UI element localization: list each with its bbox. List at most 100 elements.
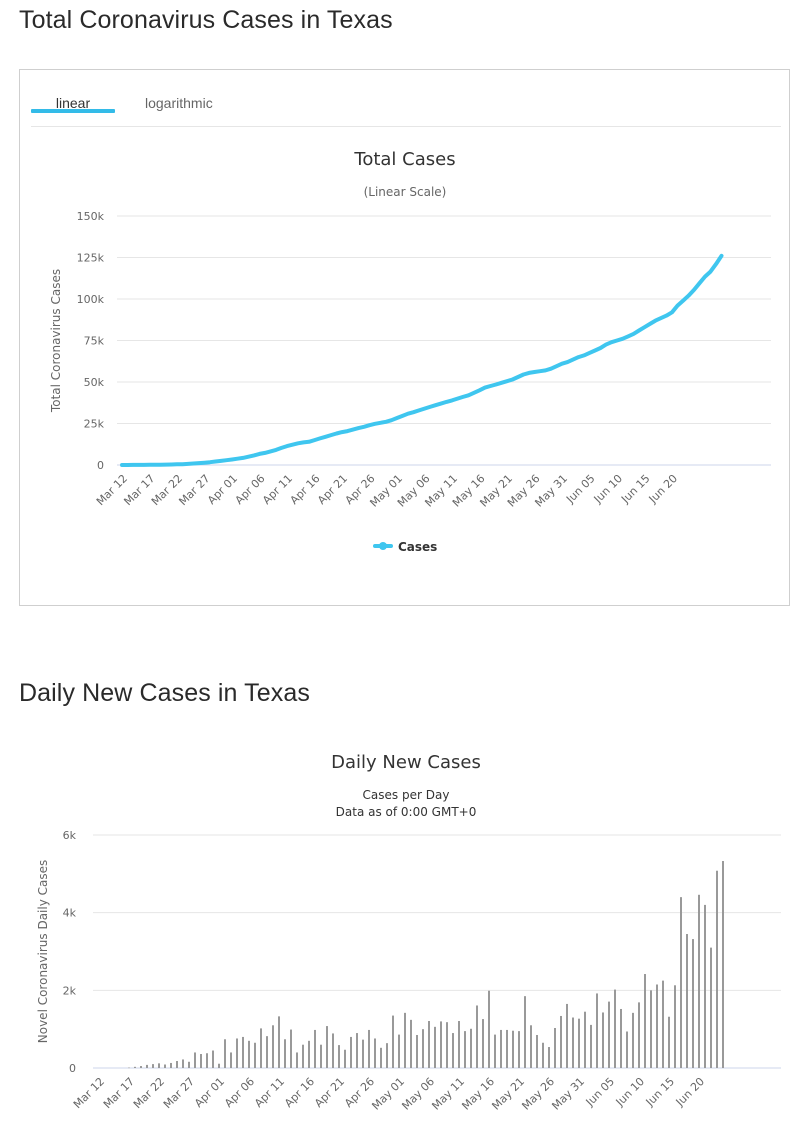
bar <box>272 1025 274 1068</box>
bar <box>614 989 616 1068</box>
bar <box>260 1028 262 1068</box>
bar <box>266 1036 268 1068</box>
bar <box>128 1067 130 1069</box>
y-tick-label: 0 <box>69 1062 76 1075</box>
bar <box>386 1043 388 1068</box>
bar <box>140 1066 142 1068</box>
x-tick-label: Jun 20 <box>673 1075 707 1109</box>
y-tick-label: 2k <box>63 984 77 997</box>
x-tick-label: Mar 17 <box>101 1075 137 1111</box>
x-tick-label: Apr 01 <box>192 1075 227 1110</box>
bar <box>632 1012 634 1068</box>
bar <box>584 1011 586 1068</box>
y-tick-label: 125k <box>77 252 105 265</box>
bar <box>668 1016 670 1068</box>
bar <box>548 1047 550 1068</box>
bar <box>212 1050 214 1068</box>
bar <box>722 861 724 1068</box>
bar <box>146 1064 148 1068</box>
y-tick-label: 50k <box>84 376 105 389</box>
x-tick-label: Mar 12 <box>71 1075 107 1111</box>
y-tick-label: 25k <box>84 418 105 431</box>
bar <box>404 1012 406 1068</box>
x-tick-label: Apr 16 <box>288 472 323 507</box>
tab-active-indicator <box>31 109 115 113</box>
total-cases-panel: linear logarithmic Total Cases (Linear Sc… <box>19 69 790 606</box>
bar <box>290 1029 292 1068</box>
y-tick-label: 0 <box>97 459 104 472</box>
bar <box>524 996 526 1068</box>
bar <box>182 1059 184 1068</box>
chart-subtitle-2: Data as of 0:00 GMT+0 <box>336 805 477 819</box>
bar <box>134 1066 136 1068</box>
bar <box>566 1003 568 1068</box>
bar <box>392 1015 394 1068</box>
bar <box>578 1018 580 1068</box>
bar <box>236 1038 238 1068</box>
bar <box>494 1034 496 1068</box>
bar <box>572 1017 574 1068</box>
legend-marker <box>379 542 387 550</box>
bar <box>380 1047 382 1068</box>
bar <box>428 1021 430 1068</box>
chart-subtitle: Cases per Day <box>363 788 450 802</box>
x-tick-label: Jun 10 <box>613 1075 647 1109</box>
bar <box>434 1026 436 1068</box>
bar <box>356 1033 358 1068</box>
bar <box>536 1034 538 1068</box>
bar <box>194 1052 196 1068</box>
x-tick-label: Apr 21 <box>312 1075 347 1110</box>
bar <box>332 1033 334 1068</box>
bar <box>638 1002 640 1068</box>
bar <box>680 897 682 1068</box>
bar <box>644 974 646 1068</box>
bar <box>368 1029 370 1068</box>
bar <box>218 1063 220 1068</box>
x-tick-label: Apr 01 <box>205 472 240 507</box>
x-tick-label: Mar 22 <box>131 1075 167 1111</box>
bar <box>296 1052 298 1068</box>
x-tick-label: May 21 <box>489 1075 527 1113</box>
bar <box>284 1039 286 1068</box>
tab-linear-label: linear <box>55 95 91 111</box>
tab-logarithmic-label: logarithmic <box>145 95 213 111</box>
bar <box>554 1028 556 1068</box>
bar <box>596 993 598 1068</box>
x-tick-label: May 06 <box>399 1075 437 1113</box>
bar <box>326 1026 328 1068</box>
tab-logarithmic[interactable]: logarithmic <box>145 95 213 111</box>
bar <box>698 894 700 1068</box>
bar <box>500 1029 502 1068</box>
tab-linear[interactable]: linear <box>31 95 115 113</box>
bar <box>278 1016 280 1068</box>
bar <box>656 984 658 1068</box>
x-tick-label: Apr 11 <box>260 472 295 507</box>
x-tick-label: Jun 05 <box>563 472 597 506</box>
bar <box>674 985 676 1068</box>
series-line-cases <box>120 253 724 467</box>
x-tick-label: Mar 27 <box>176 472 212 508</box>
bar <box>224 1039 226 1068</box>
bar <box>230 1052 232 1068</box>
x-tick-label: Jun 20 <box>646 472 680 506</box>
bar <box>602 1012 604 1068</box>
bar <box>452 1033 454 1068</box>
x-tick-label: May 11 <box>429 1075 467 1113</box>
x-tick-label: Jun 15 <box>643 1075 677 1109</box>
daily-cases-chart: Daily New Cases Cases per Day Data as of 0… <box>36 752 781 1113</box>
bar <box>488 990 490 1068</box>
x-tick-label: Apr 06 <box>233 472 268 507</box>
section-title-daily-cases: Daily New Cases in Texas <box>19 679 310 707</box>
bar <box>662 980 664 1068</box>
bar <box>410 1019 412 1068</box>
x-tick-label: May 26 <box>519 1075 557 1113</box>
bar <box>302 1044 304 1068</box>
total-cases-chart: Total Cases (Linear Scale) 0 25k 50k 75k 100k 1… <box>49 149 771 554</box>
x-tick-label: Jun 15 <box>618 472 652 506</box>
bar <box>716 870 718 1068</box>
bar <box>344 1049 346 1068</box>
x-tick-label: Apr 21 <box>315 472 350 507</box>
bar <box>506 1029 508 1068</box>
x-tick-label: Apr 16 <box>282 1075 317 1110</box>
x-tick-label: Apr 06 <box>222 1075 257 1110</box>
